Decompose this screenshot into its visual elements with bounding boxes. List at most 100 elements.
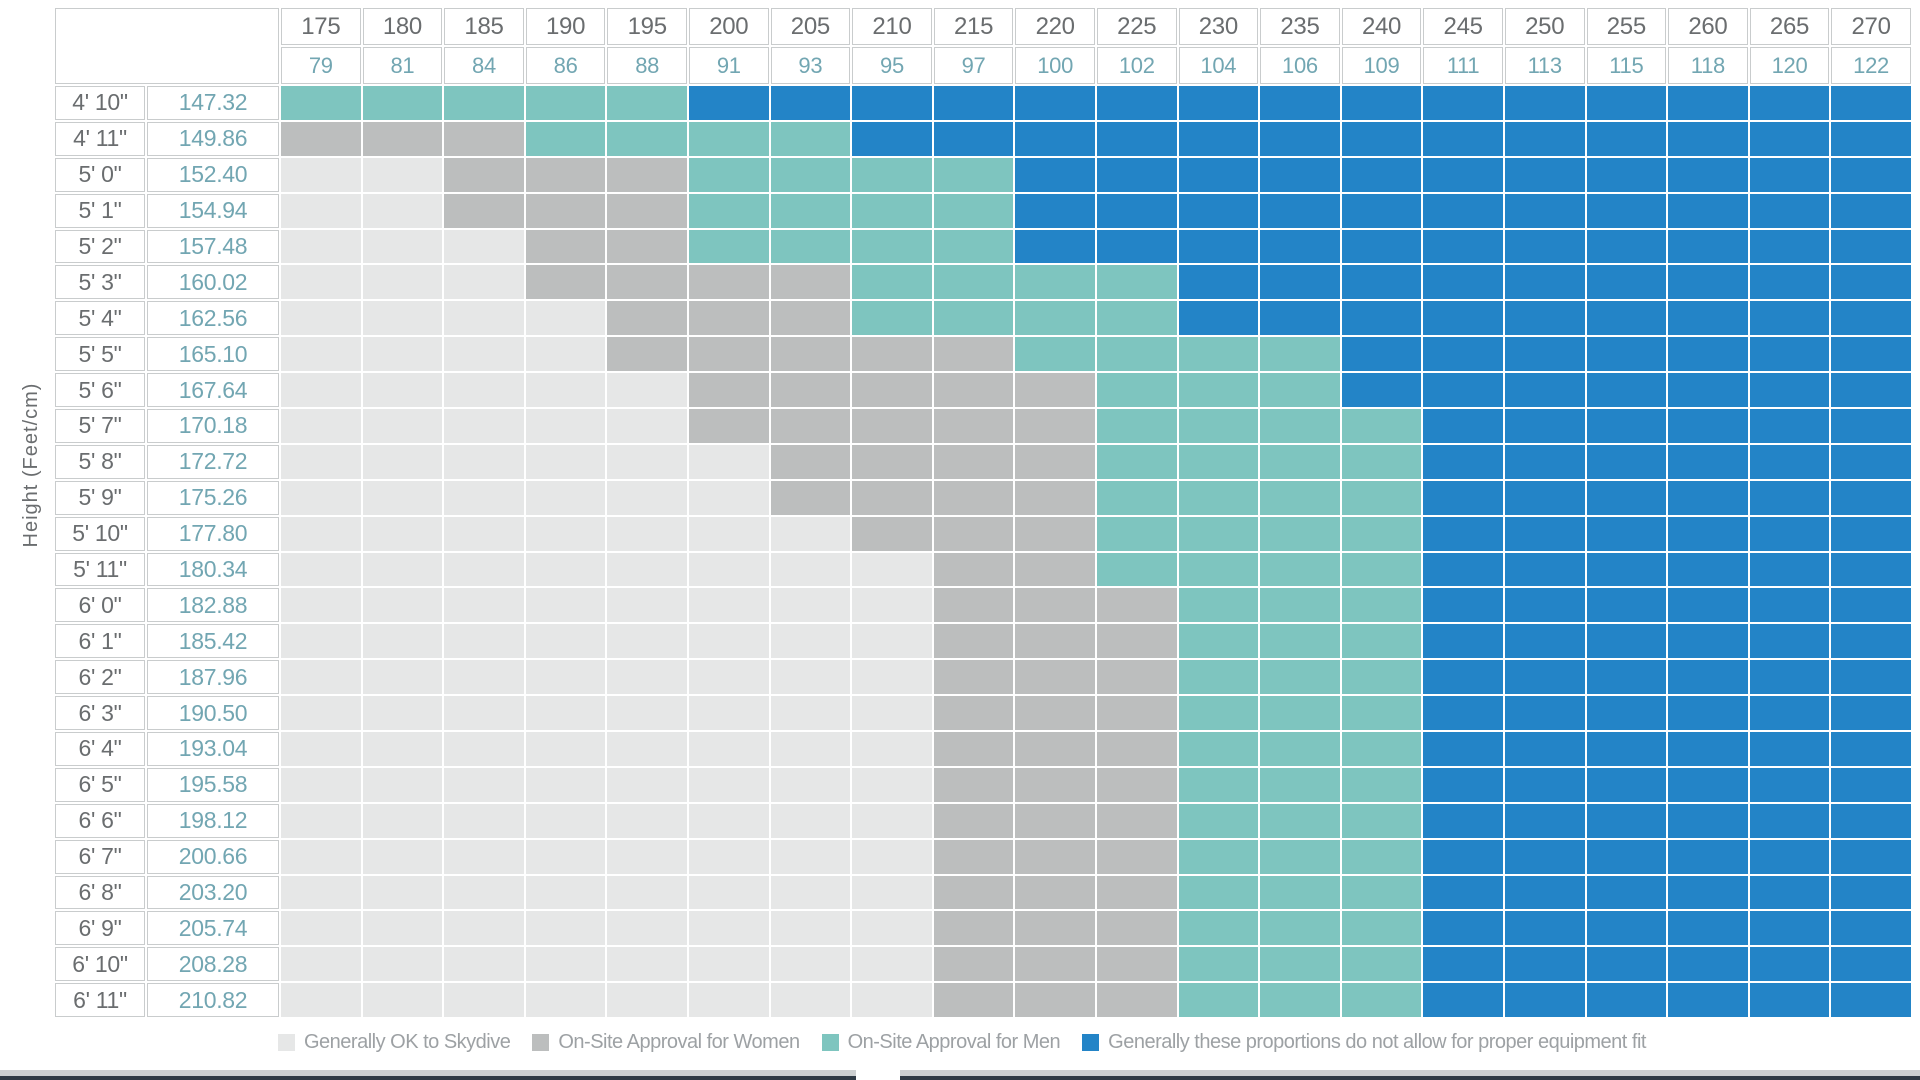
height-feet-label: 6' 4" <box>55 732 145 766</box>
grid-cell-nofit <box>1341 157 1422 192</box>
grid-cell-nofit <box>1749 193 1830 228</box>
grid-cell-ok <box>607 732 687 766</box>
height-cm-label: 175.26 <box>147 480 279 515</box>
grid-cell-ok <box>281 911 361 946</box>
grid-cell-ok <box>281 803 361 838</box>
height-feet-label: 6' 2" <box>55 660 145 695</box>
grid-cell-nofit <box>1831 480 1911 515</box>
grid-cell-men <box>852 265 932 300</box>
grid-cell-nofit <box>1749 624 1830 659</box>
grid-cell-ok <box>281 588 361 623</box>
grid-cell-nofit <box>1749 444 1830 479</box>
grid-cell-nofit <box>1586 767 1667 802</box>
grid-cell-women <box>444 121 524 156</box>
weight-lbs-header: 225 <box>1096 8 1177 45</box>
grid-cell-men <box>852 193 932 228</box>
grid-cell-men <box>933 229 1014 264</box>
grid-cell-nofit <box>1586 803 1667 838</box>
grid-cell-nofit <box>1586 588 1667 623</box>
grid-cell-nofit <box>1586 409 1667 443</box>
grid-cell-nofit <box>1749 373 1830 408</box>
grid-cell-ok <box>770 983 851 1018</box>
grid-cell-ok <box>362 373 443 408</box>
grid-cell-nofit <box>1749 660 1830 695</box>
grid-cell-nofit <box>1015 121 1095 156</box>
grid-cell-nofit <box>1586 157 1667 192</box>
grid-cell-ok <box>770 732 851 766</box>
grid-cell-women <box>933 875 1014 910</box>
grid-cell-women <box>1015 588 1095 623</box>
grid-cell-nofit <box>1504 157 1585 192</box>
grid-cell-men <box>1260 624 1340 659</box>
grid-cell-nofit <box>1586 444 1667 479</box>
grid-cell-nofit <box>1749 875 1830 910</box>
grid-cell-women <box>1015 409 1095 443</box>
grid-cell-women <box>281 121 361 156</box>
grid-cell-nofit <box>1341 373 1422 408</box>
grid-cell-nofit <box>1831 86 1911 120</box>
grid-cell-men <box>1260 767 1340 802</box>
grid-cell-nofit <box>1423 480 1503 515</box>
height-feet-label: 5' 5" <box>55 337 145 372</box>
grid-cell-ok <box>281 229 361 264</box>
grid-cell-nofit <box>1749 157 1830 192</box>
weight-kg-header: 79 <box>281 47 361 84</box>
grid-cell-ok <box>362 552 443 587</box>
grid-cell-nofit <box>1423 121 1503 156</box>
weight-lbs-header: 215 <box>933 8 1014 45</box>
grid-cell-nofit <box>1015 229 1095 264</box>
grid-cell-women <box>933 516 1014 551</box>
weight-kg-header: 111 <box>1423 47 1503 84</box>
grid-cell-men <box>1096 409 1177 443</box>
weight-kg-header: 102 <box>1096 47 1177 84</box>
height-cm-label: 210.82 <box>147 983 279 1018</box>
grid-cell-nofit <box>1341 229 1422 264</box>
grid-cell-ok <box>444 480 524 515</box>
grid-cell-women <box>852 337 932 372</box>
grid-cell-men <box>1096 265 1177 300</box>
grid-cell-ok <box>525 301 606 336</box>
grid-cell-nofit <box>1668 839 1748 874</box>
grid-cell-nofit <box>1260 121 1340 156</box>
height-feet-label: 5' 6" <box>55 373 145 408</box>
grid-cell-women <box>1015 696 1095 731</box>
grid-cell-men <box>1178 696 1259 731</box>
grid-cell-nofit <box>1504 803 1585 838</box>
grid-cell-women <box>1096 660 1177 695</box>
grid-cell-ok <box>688 516 769 551</box>
grid-cell-nofit <box>1668 696 1748 731</box>
grid-cell-nofit <box>1423 86 1503 120</box>
height-cm-label: 167.64 <box>147 373 279 408</box>
weight-lbs-header: 230 <box>1178 8 1259 45</box>
grid-cell-ok <box>281 696 361 731</box>
grid-cell-women <box>933 803 1014 838</box>
grid-cell-men <box>852 301 932 336</box>
grid-cell-nofit <box>1260 86 1340 120</box>
grid-cell-ok <box>852 624 932 659</box>
grid-cell-men <box>1260 660 1340 695</box>
grid-cell-nofit <box>1749 947 1830 982</box>
grid-cell-nofit <box>1668 875 1748 910</box>
grid-cell-nofit <box>1749 696 1830 731</box>
grid-cell-ok <box>525 444 606 479</box>
grid-cell-ok <box>688 947 769 982</box>
grid-cell-ok <box>852 947 932 982</box>
grid-cell-men <box>1096 373 1177 408</box>
grid-cell-ok <box>444 301 524 336</box>
grid-cell-ok <box>770 516 851 551</box>
grid-cell-nofit <box>1423 911 1503 946</box>
grid-cell-nofit <box>1096 86 1177 120</box>
grid-cell-ok <box>607 409 687 443</box>
grid-cell-men <box>1341 947 1422 982</box>
weight-kg-header: 115 <box>1586 47 1667 84</box>
grid-cell-women <box>607 265 687 300</box>
grid-cell-ok <box>525 767 606 802</box>
grid-cell-men <box>1341 516 1422 551</box>
grid-cell-ok <box>362 516 443 551</box>
grid-cell-ok <box>852 767 932 802</box>
legend-swatch-ok <box>278 1034 295 1051</box>
grid-cell-nofit <box>1423 516 1503 551</box>
weight-lbs-header: 175 <box>281 8 361 45</box>
grid-cell-women <box>933 660 1014 695</box>
grid-cell-ok <box>281 732 361 766</box>
